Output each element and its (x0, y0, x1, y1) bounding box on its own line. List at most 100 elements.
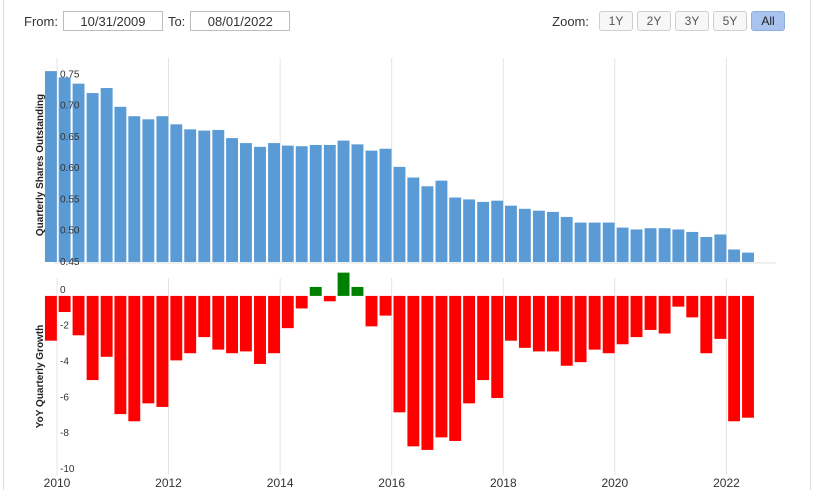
x-tick-label: 2010 (44, 476, 71, 490)
growth-axis-title: YoY Quarterly Growth (35, 325, 46, 429)
growth-bar-negative (365, 295, 378, 327)
zoom-3y-button[interactable]: 3Y (675, 11, 709, 31)
growth-bar-negative (449, 295, 462, 441)
shares-bar (128, 116, 141, 262)
chart-frame (3, 0, 811, 490)
growth-bar-negative (393, 295, 406, 413)
shares-bar (560, 216, 573, 262)
growth-y-tick-label: -10 (60, 464, 75, 475)
shares-bar (630, 229, 643, 262)
growth-bar-negative (630, 295, 643, 338)
shares-bar (212, 129, 225, 262)
growth-bar-negative (463, 295, 476, 404)
to-date-input[interactable] (190, 11, 291, 31)
shares-bar (518, 208, 531, 262)
growth-bar-negative (616, 295, 629, 345)
growth-bar-negative (114, 295, 127, 415)
x-tick-label: 2022 (713, 476, 740, 490)
growth-bar-negative (170, 295, 183, 361)
growth-bar-negative (547, 295, 559, 352)
growth-bar-negative (714, 295, 727, 339)
growth-bar-negative (686, 295, 699, 318)
shares-axis-title: Quarterly Shares Outstanding (35, 94, 46, 236)
from-label: From: (24, 13, 58, 29)
growth-bar-negative (212, 295, 225, 350)
growth-bar-negative (532, 295, 545, 352)
shares-y-tick-label: 0.70 (60, 101, 80, 112)
x-tick-label: 2016 (378, 476, 405, 490)
shares-bar (72, 83, 85, 262)
shares-bar (268, 143, 280, 262)
shares-bar (309, 144, 322, 262)
growth-bar-negative (421, 295, 434, 450)
shares-y-tick-label: 0.45 (60, 257, 80, 268)
shares-bar (491, 200, 504, 262)
x-tick-label: 2018 (490, 476, 517, 490)
shares-bar (365, 150, 378, 262)
shares-bar (226, 138, 238, 262)
shares-bar (686, 231, 699, 262)
to-label: To: (167, 13, 186, 29)
zoom-label: Zoom: (552, 13, 589, 29)
shares-bar (295, 146, 308, 262)
shares-bar (616, 227, 629, 262)
growth-bar-negative (44, 295, 57, 341)
growth-bar-negative (407, 295, 420, 447)
growth-y-tick-label: -8 (60, 428, 69, 439)
shares-bar (323, 144, 336, 262)
growth-bar-negative (239, 295, 252, 352)
shares-y-tick-label: 0.50 (60, 226, 80, 237)
growth-bar-negative (644, 295, 657, 330)
shares-bar (644, 228, 657, 262)
growth-bar-negative (602, 295, 615, 354)
shares-bar (742, 252, 754, 262)
from-date-input[interactable] (62, 11, 163, 31)
growth-bar-negative (742, 295, 754, 418)
zoom-5y-button[interactable]: 5Y (713, 11, 747, 31)
shares-bar (142, 119, 155, 262)
shares-bar (114, 106, 127, 262)
growth-bar-negative (491, 295, 504, 398)
growth-bar-negative (323, 295, 336, 302)
growth-bar-negative (156, 295, 169, 407)
growth-bar-negative (226, 295, 238, 354)
shares-bar (337, 140, 350, 262)
growth-bar-negative (435, 295, 448, 438)
shares-bar (170, 124, 183, 263)
zoom-1y-button[interactable]: 1Y (599, 11, 633, 31)
zoom-2y-button[interactable]: 2Y (637, 11, 671, 31)
growth-bar-negative (477, 295, 490, 381)
growth-y-tick-label: -2 (60, 321, 69, 332)
shares-bar (58, 77, 71, 262)
shares-bar (281, 145, 294, 262)
shares-bar (714, 234, 727, 262)
growth-y-tick-label: 0 (60, 285, 66, 296)
shares-bar (588, 222, 601, 262)
growth-bar-negative (504, 295, 517, 341)
shares-bar (198, 130, 211, 262)
shares-bar (532, 210, 545, 262)
growth-bar-negative (184, 295, 197, 354)
shares-bar (449, 197, 462, 262)
shares-y-tick-label: 0.65 (60, 132, 80, 143)
growth-bar-negative (281, 295, 294, 329)
shares-bar (547, 211, 559, 262)
shares-bar (86, 93, 99, 262)
growth-bar-negative (100, 295, 113, 357)
x-tick-label: 2012 (155, 476, 182, 490)
zoom-all-button[interactable]: All (751, 11, 785, 31)
growth-bar-positive (337, 272, 350, 296)
shares-bar (407, 177, 420, 262)
growth-bar-negative (295, 295, 308, 309)
shares-bar (351, 144, 364, 262)
x-tick-label: 2020 (601, 476, 628, 490)
growth-bar-negative (672, 295, 685, 307)
shares-bar (239, 143, 252, 262)
shares-bar (184, 129, 197, 262)
growth-bar-positive (309, 286, 322, 296)
shares-bar (435, 180, 448, 262)
growth-bar-negative (574, 295, 587, 363)
growth-y-tick-label: -4 (60, 357, 69, 368)
shares-bar (672, 229, 685, 262)
growth-bar-negative (72, 295, 85, 336)
